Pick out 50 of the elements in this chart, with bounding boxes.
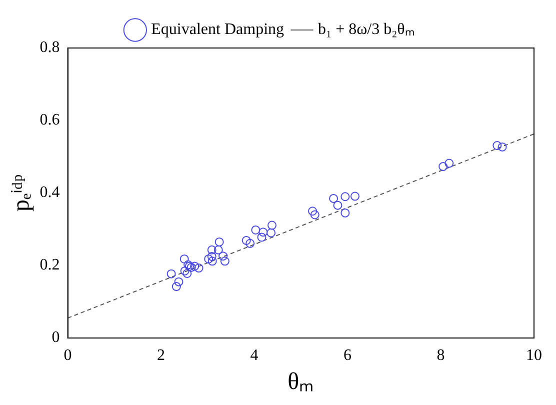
y-tick-label: 0.8 — [40, 39, 60, 56]
point — [308, 206, 318, 216]
point — [218, 252, 228, 261]
point — [340, 208, 350, 218]
y-tick-label: 0.6 — [40, 112, 60, 129]
point — [310, 210, 320, 220]
point — [498, 142, 507, 152]
y-axis-title: pₑⁱᵈᵖ — [8, 174, 35, 212]
point — [214, 245, 223, 254]
legend-label: b₁ + 8ω/3 b₂θₘ — [318, 21, 415, 38]
x-axis-title: θₘ — [288, 368, 314, 395]
point — [186, 262, 196, 272]
point — [180, 254, 189, 264]
point — [182, 268, 192, 278]
point — [333, 200, 342, 210]
x-tick-label: 10 — [526, 346, 542, 364]
point — [340, 192, 350, 202]
point — [492, 141, 502, 150]
point — [204, 254, 214, 264]
legend-label: Equivalent Damping — [151, 21, 284, 38]
point — [208, 256, 217, 266]
point — [166, 269, 176, 278]
point — [266, 228, 276, 238]
point — [444, 158, 454, 168]
x-tick-label: 0 — [64, 346, 72, 364]
y-tick-label: 0.2 — [40, 256, 60, 274]
point — [174, 277, 184, 286]
x-tick-label: 8 — [436, 346, 445, 364]
point — [258, 228, 268, 237]
point — [257, 232, 266, 242]
y-tick-label: 0.4 — [40, 184, 60, 202]
point — [220, 256, 230, 266]
x-tick-label: 4 — [250, 346, 258, 364]
point — [207, 245, 216, 254]
point — [207, 252, 216, 261]
point — [438, 162, 448, 172]
point — [246, 238, 255, 248]
point — [194, 264, 204, 273]
point — [242, 236, 251, 245]
point — [251, 225, 260, 234]
point — [350, 192, 360, 201]
x-tick-label: 6 — [344, 346, 352, 364]
point — [180, 266, 190, 276]
x-tick-label: 2 — [157, 346, 166, 364]
point — [267, 220, 276, 230]
point — [214, 237, 224, 246]
point — [172, 282, 181, 292]
point — [329, 194, 338, 203]
point — [190, 262, 200, 271]
y-tick-label: 0 — [52, 329, 60, 346]
